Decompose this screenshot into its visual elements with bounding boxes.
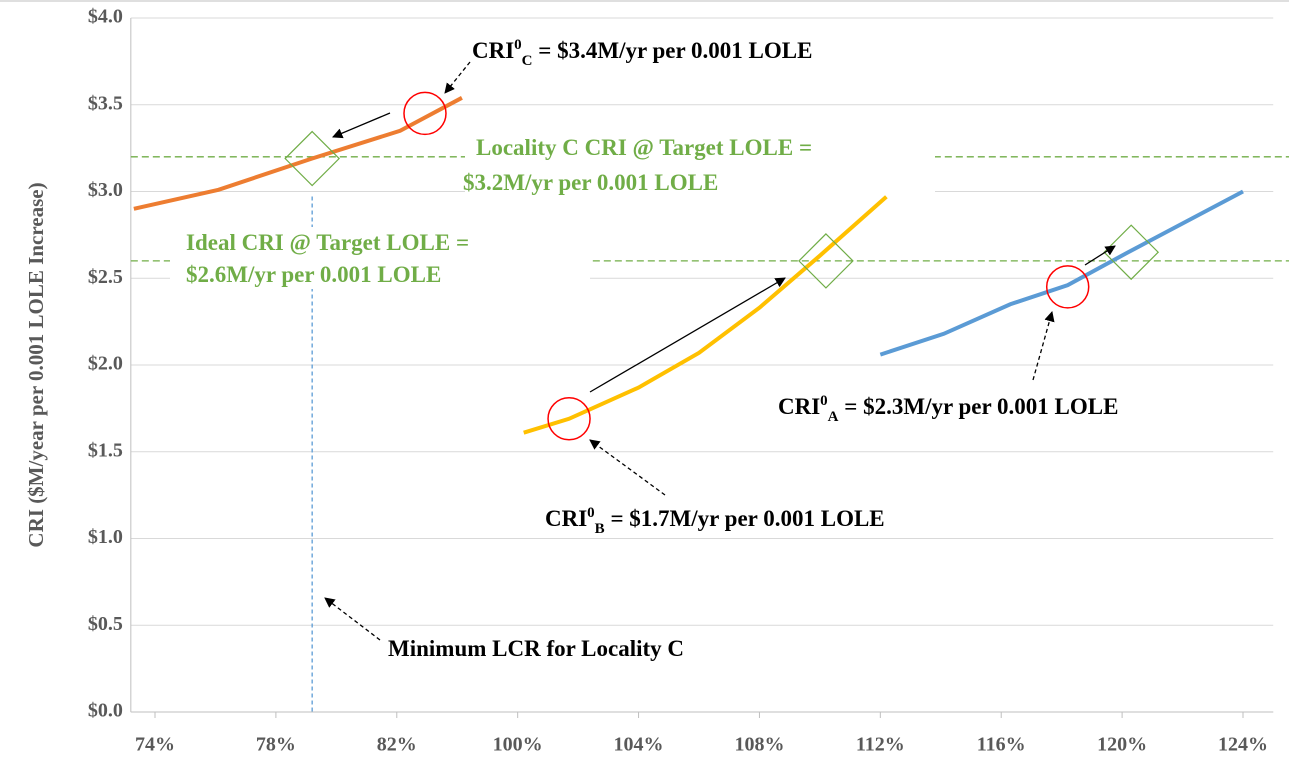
text: A bbox=[828, 409, 839, 425]
x-tick-label: 82% bbox=[377, 734, 417, 756]
y-tick-label: $1.5 bbox=[88, 439, 123, 461]
text: CRI bbox=[472, 38, 514, 63]
text: C bbox=[522, 53, 533, 69]
text: CRI bbox=[545, 506, 587, 531]
y-tick-label: $4.0 bbox=[88, 6, 123, 28]
text: = $2.3M/yr per 0.001 LOLE bbox=[839, 394, 1119, 419]
reference-label: Ideal CRI @ Target LOLE = bbox=[186, 230, 469, 256]
x-tick-label: 100% bbox=[493, 734, 543, 756]
target-marker bbox=[798, 233, 854, 289]
arrow bbox=[589, 439, 666, 496]
annotation-a: CRI0A = $2.3M/yr per 0.001 LOLE bbox=[778, 393, 1118, 425]
x-tick-label: 108% bbox=[734, 734, 784, 756]
reference-label: $2.6M/yr per 0.001 LOLE bbox=[186, 262, 441, 287]
x-tick-label: 124% bbox=[1218, 734, 1268, 756]
y-tick-label: $1.0 bbox=[88, 526, 123, 548]
y-axis-label: CRI ($M/year per 0.001 LOLE Increase) bbox=[24, 182, 48, 547]
arrow bbox=[1032, 310, 1055, 381]
x-tick-label: 74% bbox=[135, 734, 175, 756]
text: CRI bbox=[778, 394, 820, 419]
series-line bbox=[133, 96, 463, 211]
arrow bbox=[589, 277, 786, 393]
series-line bbox=[879, 189, 1244, 357]
annotation-min-lcr: Minimum LCR for Locality C bbox=[388, 636, 684, 661]
x-tick-label: 116% bbox=[977, 734, 1026, 756]
annotation-b: CRI0B = $1.7M/yr per 0.001 LOLE bbox=[545, 505, 885, 537]
series-line bbox=[523, 195, 888, 435]
y-tick-label: $3.5 bbox=[88, 92, 123, 114]
x-tick-label: 112% bbox=[856, 734, 905, 756]
y-tick-label: $2.0 bbox=[88, 353, 123, 375]
y-tick-label: $0.0 bbox=[88, 700, 123, 722]
arrows bbox=[324, 61, 1116, 641]
reference-label: Locality C CRI @ Target LOLE = bbox=[476, 135, 812, 161]
arrow bbox=[1084, 245, 1116, 266]
plot bbox=[130, 17, 1289, 718]
label-bg bbox=[465, 132, 935, 194]
reference-label: $3.2M/yr per 0.001 LOLE bbox=[463, 170, 718, 195]
arrow bbox=[332, 112, 391, 139]
annotation-c: CRI0C = $3.4M/yr per 0.001 LOLE bbox=[472, 37, 812, 69]
y-tick-label: $3.0 bbox=[88, 179, 123, 201]
text: B bbox=[595, 521, 605, 537]
current-marker bbox=[1045, 265, 1090, 309]
x-tick-label: 78% bbox=[256, 734, 296, 756]
target-marker bbox=[284, 130, 341, 187]
text: 0 bbox=[514, 37, 522, 53]
y-tick-label: $0.5 bbox=[88, 613, 123, 635]
arrow bbox=[444, 61, 471, 94]
current-marker bbox=[403, 91, 447, 136]
target-marker bbox=[1103, 224, 1160, 281]
text: = $3.4M/yr per 0.001 LOLE bbox=[533, 38, 813, 63]
text: = $1.7M/yr per 0.001 LOLE bbox=[605, 506, 885, 531]
x-tick-label: 120% bbox=[1097, 734, 1147, 756]
text: 0 bbox=[587, 505, 595, 521]
arrow bbox=[324, 597, 381, 641]
text: 0 bbox=[820, 393, 828, 409]
current-marker bbox=[547, 397, 591, 441]
y-tick-label: $2.5 bbox=[88, 266, 123, 288]
x-tick-label: 104% bbox=[614, 734, 664, 756]
label-bg bbox=[170, 227, 590, 289]
